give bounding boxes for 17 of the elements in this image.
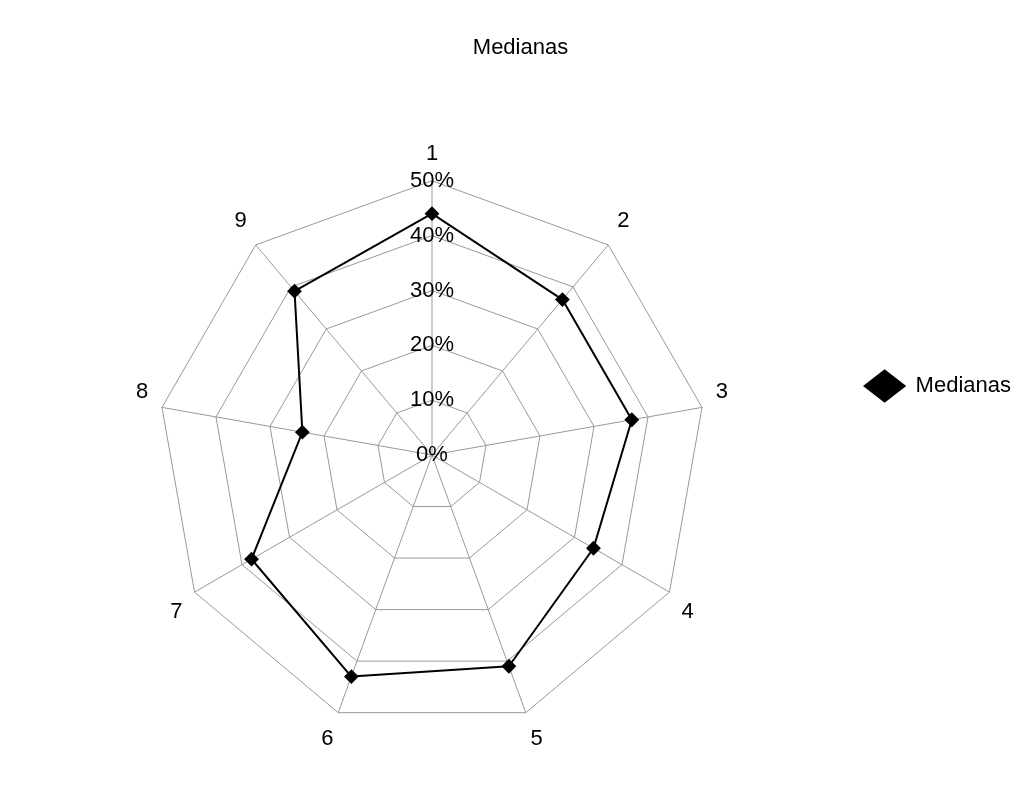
spoke-label: 9 xyxy=(234,207,247,233)
spoke-label: 4 xyxy=(681,598,694,624)
y-tick-label: 40% xyxy=(409,221,455,247)
spoke-label: 1 xyxy=(425,139,439,165)
spoke-label: 6 xyxy=(321,725,334,751)
y-tick-label: 10% xyxy=(409,386,455,412)
spoke-label: 7 xyxy=(170,598,183,624)
legend-label: Medianas xyxy=(915,372,1011,398)
spoke-label: 5 xyxy=(530,725,543,751)
y-tick-label: 50% xyxy=(409,166,455,192)
chart-title: Medianas xyxy=(472,34,569,60)
spoke-label: 8 xyxy=(135,377,149,403)
spoke-label: 2 xyxy=(617,207,630,233)
spoke-label: 3 xyxy=(715,377,729,403)
y-tick-label: 20% xyxy=(409,331,455,357)
y-tick-label: 0% xyxy=(416,441,448,467)
y-tick-label: 30% xyxy=(409,276,455,302)
